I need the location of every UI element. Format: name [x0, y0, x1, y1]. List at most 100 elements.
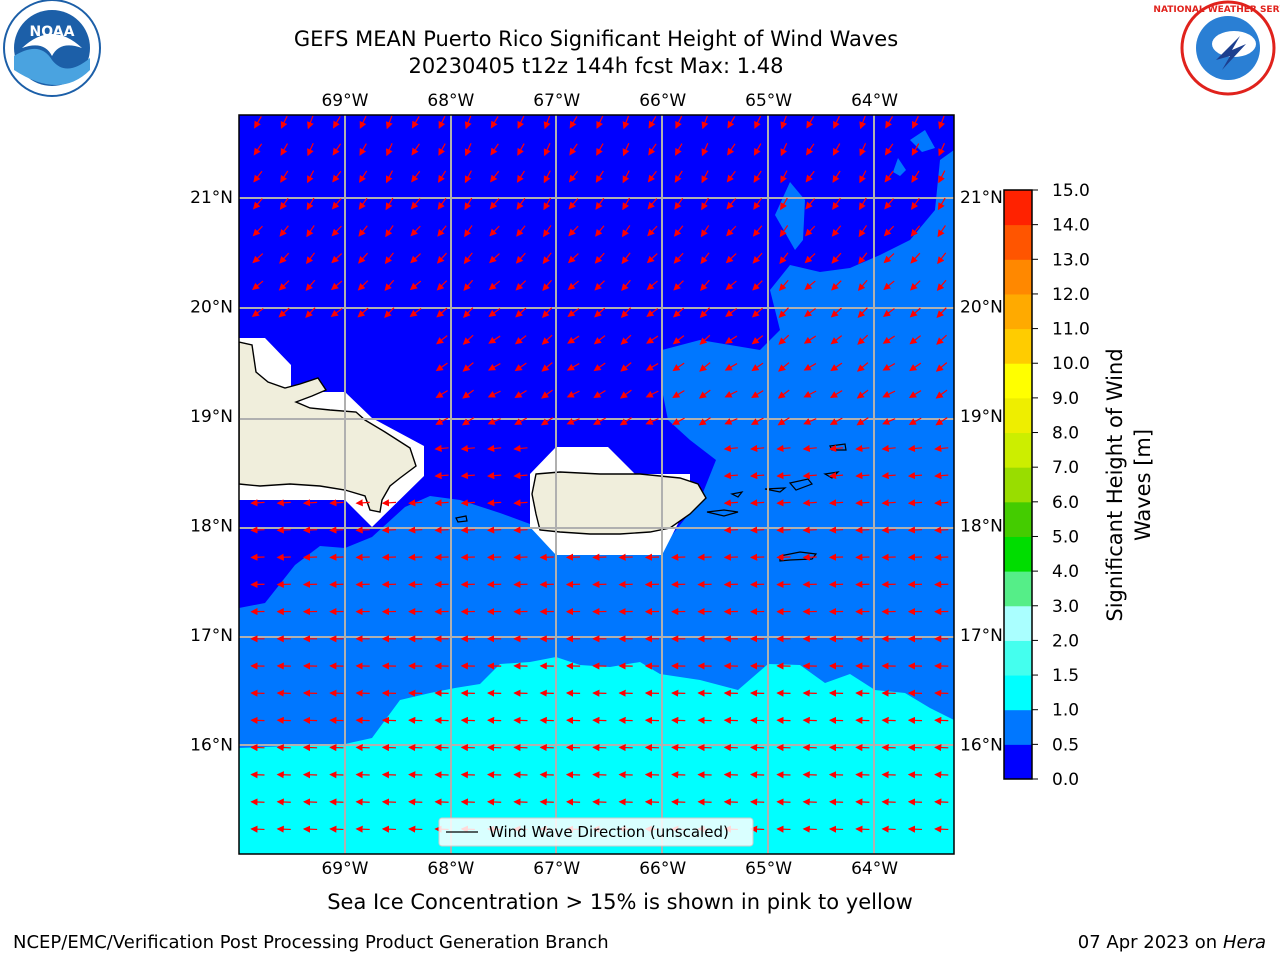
colorbar-tick-label: 0.5 — [1052, 735, 1079, 755]
lat-tick-label-right: 17°N — [960, 626, 1003, 646]
wind-arrow — [385, 115, 393, 130]
wind-arrow — [567, 253, 579, 264]
wind-arrow — [699, 334, 711, 345]
colorbar-tick-label: 7.0 — [1052, 458, 1079, 478]
wind-arrow — [936, 307, 947, 318]
colorbar-segment — [1004, 571, 1032, 607]
wind-arrow — [935, 417, 948, 426]
wind-arrow — [436, 335, 448, 345]
wind-arrow — [724, 363, 738, 371]
wind-arrow — [516, 225, 526, 237]
wind-arrow — [307, 170, 315, 184]
wind-arrow — [673, 307, 685, 318]
wind-arrow — [620, 334, 632, 345]
wind-arrow — [910, 252, 921, 264]
wind-arrow — [622, 115, 630, 130]
wind-arrow — [935, 389, 948, 399]
wind-arrow — [802, 499, 817, 507]
wind-arrow — [253, 143, 263, 156]
wind-arrow — [463, 252, 473, 265]
wind-arrow — [410, 253, 421, 264]
virgin-islands — [730, 443, 847, 498]
wind-arrow — [331, 198, 342, 210]
wind-arrow — [541, 307, 553, 318]
wind-arrow — [751, 362, 764, 372]
wind-arrow — [253, 170, 263, 183]
wind-arrow — [779, 252, 789, 265]
wind-arrow — [672, 362, 685, 372]
wind-arrow — [594, 252, 605, 264]
wind-arrow — [726, 170, 736, 183]
wind-arrow — [464, 170, 472, 184]
wave-band-1-1.5 — [239, 657, 954, 854]
wind-arrow — [358, 225, 368, 237]
lon-tick-label-top: 66°W — [639, 91, 686, 111]
colorbar-tick-label: 5.0 — [1052, 527, 1079, 547]
wind-arrow — [460, 499, 475, 507]
wind-arrow — [802, 526, 817, 534]
wind-arrow — [488, 335, 501, 344]
wind-arrow — [515, 307, 527, 318]
colorbar — [1003, 189, 1038, 780]
wind-arrow — [754, 115, 762, 129]
wind-direction-arrows — [250, 115, 949, 833]
colorbar-segment — [1004, 328, 1032, 364]
wind-arrow — [332, 116, 341, 129]
wind-arrow — [674, 170, 683, 183]
colorbar-tick-label: 2.0 — [1052, 631, 1079, 651]
colorbar-segment — [1004, 397, 1032, 434]
colorbar-segment — [1004, 190, 1032, 226]
colorbar-tick-label: 12.0 — [1052, 285, 1090, 305]
wind-arrow — [329, 499, 344, 507]
wind-arrow — [593, 362, 606, 372]
wind-arrow — [855, 472, 870, 480]
wind-arrow — [833, 115, 840, 129]
wind-arrow — [723, 526, 738, 534]
lat-tick-label-right: 21°N — [960, 188, 1003, 208]
wind-arrow — [252, 280, 264, 291]
wind-arrow — [621, 279, 631, 292]
wind-arrow — [513, 444, 528, 453]
wind-arrow — [621, 225, 631, 238]
wind-arrow — [725, 308, 737, 317]
wind-arrow — [938, 170, 946, 184]
map-frame — [238, 114, 955, 855]
wind-arrow — [937, 197, 946, 211]
wind-arrow — [884, 198, 894, 210]
wind-arrow — [884, 170, 894, 183]
wind-arrow — [593, 390, 606, 399]
colorbar-frame — [1003, 189, 1033, 780]
wind-arrow — [672, 335, 685, 345]
wind-arrow — [937, 225, 946, 238]
lon-tick-label-bottom: 65°W — [745, 859, 792, 879]
wind-arrow — [542, 252, 552, 265]
wind-arrow — [516, 170, 525, 183]
wind-arrow — [384, 307, 395, 318]
wind-arrow — [776, 499, 791, 507]
wind-arrow — [596, 143, 604, 156]
wind-arrow — [434, 444, 449, 453]
wind-arrow — [726, 198, 737, 210]
wind-arrow — [908, 390, 922, 399]
wind-arrow — [907, 499, 923, 507]
mona-island — [455, 515, 468, 523]
wind-arrow — [911, 143, 920, 156]
wind-arrow — [909, 335, 921, 345]
colorbar-segment — [1004, 640, 1032, 676]
wind-arrow — [596, 115, 604, 129]
wind-arrow — [489, 198, 500, 210]
wind-arrow — [305, 307, 316, 318]
wind-arrow — [515, 252, 526, 264]
wind-arrow — [332, 143, 342, 156]
wind-arrow — [910, 225, 921, 237]
hispaniola-land — [239, 341, 417, 513]
wind-arrow — [753, 143, 762, 156]
wind-arrow — [725, 253, 737, 264]
wind-arrow — [751, 335, 764, 345]
chart-subtitle: 20230405 t12z 144h fcst Max: 1.48 — [408, 54, 784, 78]
wind-arrow — [646, 280, 658, 291]
wind-arrow — [858, 197, 867, 211]
lon-tick-label-bottom: 68°W — [427, 859, 474, 879]
wind-arrow — [569, 143, 578, 156]
wind-arrow — [831, 280, 842, 291]
